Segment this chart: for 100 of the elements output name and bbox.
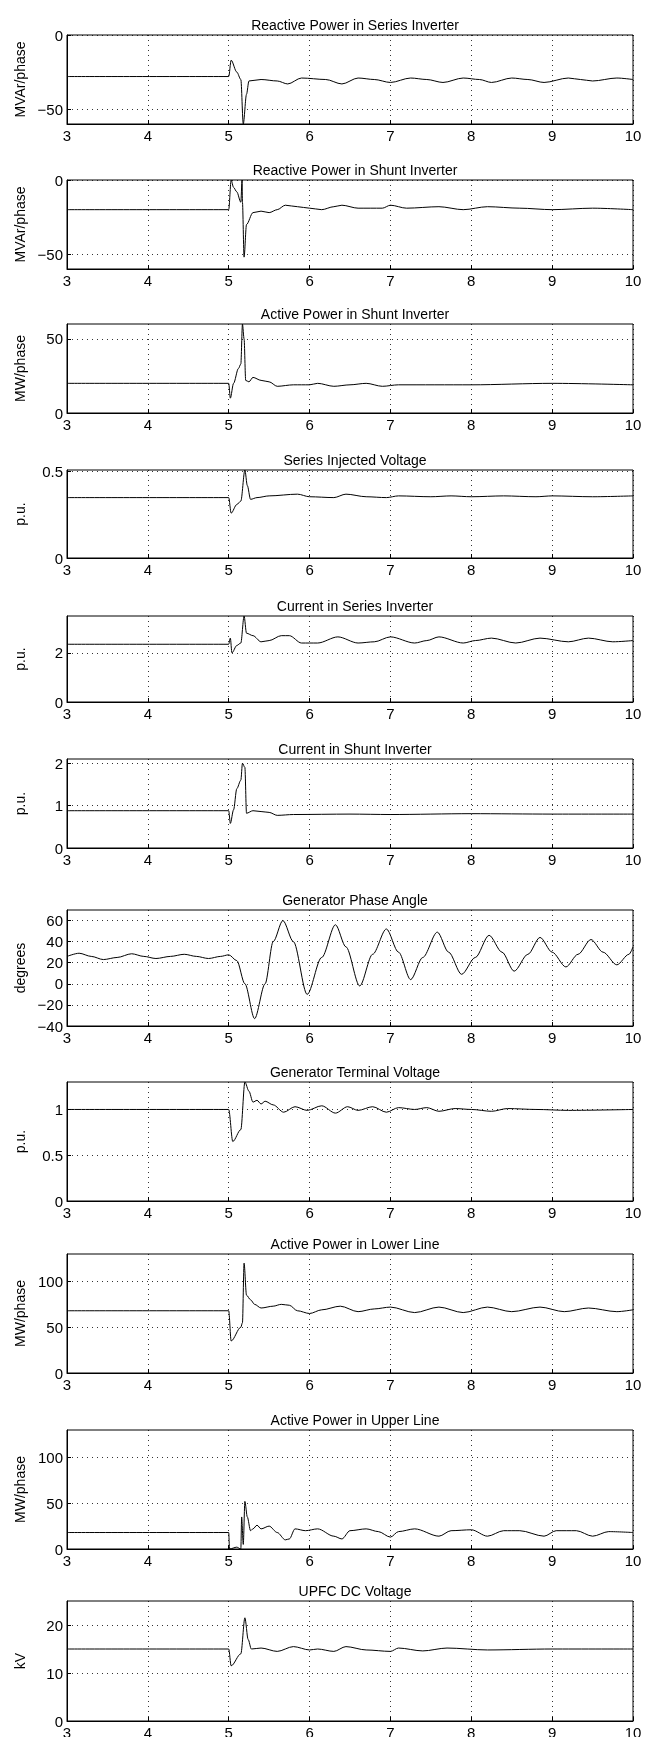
x-tick-label: 4 [143,851,153,868]
y-tick-label: 0 [54,26,63,44]
x-tick-label: 5 [224,1376,233,1393]
x-tick-label: 8 [467,851,476,868]
y-axis-title: p.u. [12,791,28,816]
x-tick-label: 5 [224,416,233,433]
x-tick-label: 3 [62,127,72,144]
chart-title: Active Power in Shunt Inverter [260,306,450,322]
x-tick-label: 3 [62,416,72,433]
y-tick-label: 0 [54,1712,63,1730]
x-tick-label: 4 [143,1204,153,1221]
x-tick-label: 9 [547,705,557,722]
x-tick-label: 4 [143,272,153,289]
x-tick-label: 8 [467,1376,476,1393]
y-tick-label: 2 [54,754,63,772]
x-tick-label: 10 [624,705,642,722]
x-tick-label: 7 [386,1376,395,1393]
y-tick-label: 60 [46,912,63,930]
x-tick-label: 9 [547,416,557,433]
chart-title: Current in Shunt Inverter [278,741,432,757]
x-tick-label: 6 [305,416,314,433]
y-tick-label: 100 [37,1272,63,1290]
x-tick-label: 3 [62,1204,72,1221]
x-tick-label: 10 [624,1204,642,1221]
y-axis-title: MVAr/phase [11,186,28,263]
y-axis-title: p.u. [12,647,28,671]
x-tick-label: 5 [224,1552,233,1569]
x-tick-label: 4 [143,416,153,433]
y-tick-label: 1 [54,797,63,815]
x-tick-label: 8 [467,1029,476,1046]
x-tick-label: 4 [143,1029,153,1046]
x-tick-label: 10 [624,1552,642,1569]
x-tick-label: 9 [547,561,557,578]
chart-title: Reactive Power in Shunt Inverter [252,162,458,178]
x-tick-label: 10 [624,1029,642,1046]
chart-title: Active Power in Upper Line [270,1412,440,1428]
y-axis-title: MW/phase [12,334,28,402]
x-tick-label: 5 [224,1204,233,1221]
y-axis-title: degrees [11,942,28,994]
y-axis-title: p.u. [12,502,28,526]
x-tick-label: 7 [386,127,395,144]
x-tick-label: 3 [62,561,72,578]
y-tick-label: 0.5 [42,463,63,481]
x-tick-label: 4 [143,1376,153,1393]
chart-title: Generator Terminal Voltage [269,1064,441,1080]
y-tick-label: 0 [54,839,63,857]
y-tick-label: 0 [54,1364,63,1382]
y-tick-label: 2 [54,644,63,662]
chart-title: Generator Phase Angle [282,892,428,908]
x-tick-label: 7 [386,705,395,722]
y-axis-title: MVAr/phase [11,41,28,118]
x-tick-label: 9 [547,1029,557,1046]
y-tick-label: 1 [54,1100,63,1118]
y-axis-title: MW/phase [12,1455,28,1523]
y-tick-label: 0 [54,693,63,711]
chart-title: Series Injected Voltage [283,452,427,468]
x-tick-label: 6 [305,1029,314,1046]
y-tick-label: 0 [54,549,63,567]
x-tick-label: 6 [305,1204,314,1221]
x-tick-label: 6 [305,851,314,868]
x-tick-label: 7 [386,851,395,868]
chart-title: Active Power in Lower Line [270,1236,440,1252]
y-tick-label: 0 [54,975,63,993]
y-tick-label: 0 [54,171,63,189]
x-tick-label: 5 [224,127,233,144]
y-tick-label: −40 [37,1017,63,1035]
y-tick-label: 50 [46,330,63,348]
x-tick-label: 4 [143,561,153,578]
chart-title: UPFC DC Voltage [298,1583,412,1599]
y-tick-label: 0 [54,1192,63,1210]
y-tick-label: 20 [46,954,63,972]
x-tick-label: 5 [224,272,233,289]
x-tick-label: 5 [224,851,233,868]
x-tick-label: 8 [467,705,476,722]
x-tick-label: 6 [305,1552,314,1569]
x-tick-label: 9 [547,1204,557,1221]
y-tick-label: −20 [37,996,63,1014]
x-tick-label: 5 [224,561,233,578]
x-tick-label: 3 [62,272,72,289]
x-tick-label: 7 [386,416,395,433]
x-tick-label: 4 [143,1552,153,1569]
y-tick-label: 0 [54,404,63,422]
y-tick-label: 10 [46,1664,63,1682]
x-tick-label: 3 [62,1029,72,1046]
x-tick-label: 10 [624,851,642,868]
x-tick-label: 7 [386,272,395,289]
y-tick-label: 0 [54,1540,63,1558]
x-tick-label: 9 [547,1376,557,1393]
y-tick-label: −50 [37,100,63,118]
y-axis-title: kV [12,1652,28,1670]
y-axis-title: MW/phase [12,1279,28,1347]
x-tick-label: 10 [624,561,642,578]
y-tick-label: 50 [46,1494,63,1512]
x-tick-label: 8 [467,272,476,289]
x-tick-label: 7 [386,1029,395,1046]
y-tick-label: 0.5 [42,1146,63,1164]
x-tick-label: 3 [62,705,72,722]
x-tick-label: 6 [305,1376,314,1393]
x-tick-label: 6 [305,705,314,722]
x-tick-label: 5 [224,1029,233,1046]
